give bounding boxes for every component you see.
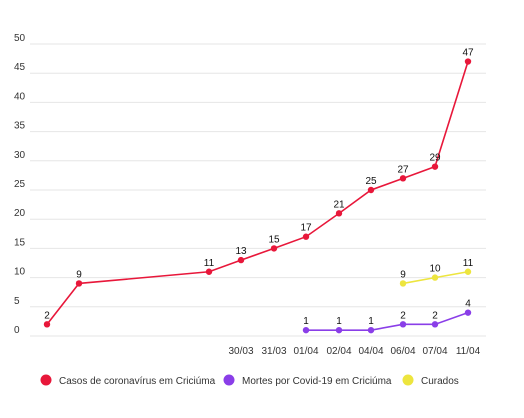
x-axis: 30/03 31/03 01/04 02/04 04/04 06/04 07/04 11/04	[228, 346, 480, 357]
legend: Casos de coronavírus em Criciúma Mortes p…	[40, 374, 459, 388]
data-label: 4	[465, 299, 471, 310]
y-tick-label: 40	[14, 91, 26, 102]
series-3: 9 10 11	[399, 258, 474, 287]
y-tick-label: 35	[14, 121, 26, 132]
x-tick-label: 31/03	[261, 346, 286, 357]
legend-marker	[402, 374, 414, 386]
data-point[interactable]	[464, 268, 472, 275]
data-point[interactable]	[464, 58, 472, 65]
data-point[interactable]	[431, 274, 439, 281]
data-label: 13	[235, 246, 247, 257]
legend-label: Curados	[421, 376, 459, 387]
data-point[interactable]	[335, 326, 343, 334]
data-label: 1	[303, 316, 309, 327]
data-label: 1	[368, 316, 374, 327]
data-point[interactable]	[431, 321, 439, 328]
legend-marker	[40, 374, 52, 386]
data-label: 25	[365, 176, 377, 187]
data-label: 2	[432, 310, 438, 321]
data-label: 47	[462, 48, 474, 59]
y-axis: 0 5 10 15 20 25 30 35 40 45 50	[14, 33, 26, 336]
y-tick-label: 50	[14, 33, 26, 44]
data-point[interactable]	[464, 309, 472, 316]
data-label: 11	[463, 258, 474, 269]
data-point[interactable]	[237, 256, 245, 264]
data-label: 1	[336, 316, 342, 327]
y-tick-label: 10	[14, 267, 26, 278]
legend-item[interactable]: Curados	[402, 374, 459, 388]
legend-label: Casos de coronavírus em Criciúma	[59, 376, 216, 387]
legend-item[interactable]: Mortes por Covid-19 em Criciúma	[223, 374, 392, 388]
x-tick-label: 01/04	[293, 346, 318, 357]
legend-item[interactable]: Casos de coronavírus em Criciúma	[40, 374, 216, 388]
data-label: 29	[429, 153, 441, 164]
data-point[interactable]	[205, 268, 213, 275]
data-point[interactable]	[367, 186, 375, 194]
y-tick-label: 30	[14, 150, 26, 161]
data-label: 2	[400, 310, 406, 321]
data-point[interactable]	[367, 326, 375, 334]
data-label: 15	[268, 234, 280, 245]
data-point[interactable]	[399, 280, 407, 287]
series-line	[306, 311, 469, 331]
x-tick-label: 02/04	[326, 346, 351, 357]
data-point[interactable]	[75, 280, 83, 287]
data-label: 21	[333, 199, 345, 210]
y-tick-label: 5	[14, 296, 20, 307]
data-point[interactable]	[43, 321, 51, 328]
data-label: 27	[397, 164, 409, 175]
legend-marker	[223, 374, 235, 386]
legend-label: Mortes por Covid-19 em Criciúma	[242, 376, 392, 387]
data-point[interactable]	[270, 245, 278, 252]
x-tick-label: 07/04	[422, 346, 447, 357]
x-tick-label: 11/04	[456, 346, 481, 357]
data-point[interactable]	[431, 163, 439, 170]
data-label: 9	[76, 269, 82, 280]
y-tick-label: 15	[14, 237, 26, 248]
y-tick-label: 45	[14, 62, 26, 73]
x-tick-label: 06/04	[390, 346, 415, 357]
data-point[interactable]	[302, 233, 310, 240]
data-label: 10	[429, 264, 441, 275]
data-label: 2	[44, 310, 50, 321]
data-label: 17	[300, 223, 312, 234]
series-2: 1 1 1 2 2 4	[302, 299, 472, 334]
y-tick-label: 25	[14, 179, 26, 190]
y-tick-label: 0	[14, 325, 20, 336]
x-tick-label: 30/03	[228, 346, 253, 357]
x-tick-label: 04/04	[358, 346, 383, 357]
data-point[interactable]	[335, 210, 343, 217]
y-tick-label: 20	[14, 208, 26, 219]
grid-lines	[30, 43, 486, 337]
data-point[interactable]	[399, 321, 407, 328]
data-point[interactable]	[302, 326, 310, 334]
data-point[interactable]	[399, 175, 407, 182]
data-label: 11	[204, 258, 215, 269]
data-label: 9	[400, 269, 406, 280]
